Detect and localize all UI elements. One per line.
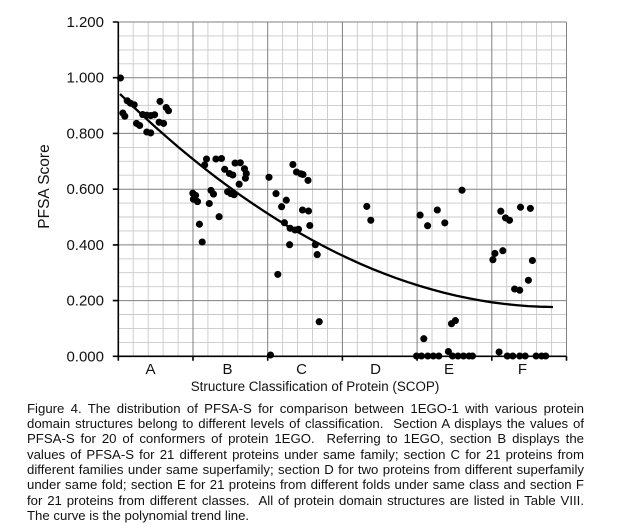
svg-text:0.600: 0.600 (66, 181, 104, 198)
svg-text:0.800: 0.800 (66, 125, 104, 142)
svg-text:0.200: 0.200 (66, 293, 104, 310)
svg-text:0.400: 0.400 (66, 237, 104, 254)
svg-text:A: A (145, 361, 155, 378)
svg-text:C: C (296, 361, 307, 378)
svg-text:D: D (370, 361, 381, 378)
svg-text:F: F (518, 361, 527, 378)
svg-text:E: E (444, 361, 454, 378)
svg-text:PFSA Score: PFSA Score (36, 144, 53, 228)
svg-text:1.200: 1.200 (66, 14, 104, 31)
svg-text:1.000: 1.000 (66, 70, 104, 87)
svg-text:B: B (222, 361, 232, 378)
svg-text:Structure Classification of Pr: Structure Classification of Protein (SCO… (191, 379, 440, 394)
svg-text:0.000: 0.000 (66, 348, 104, 365)
